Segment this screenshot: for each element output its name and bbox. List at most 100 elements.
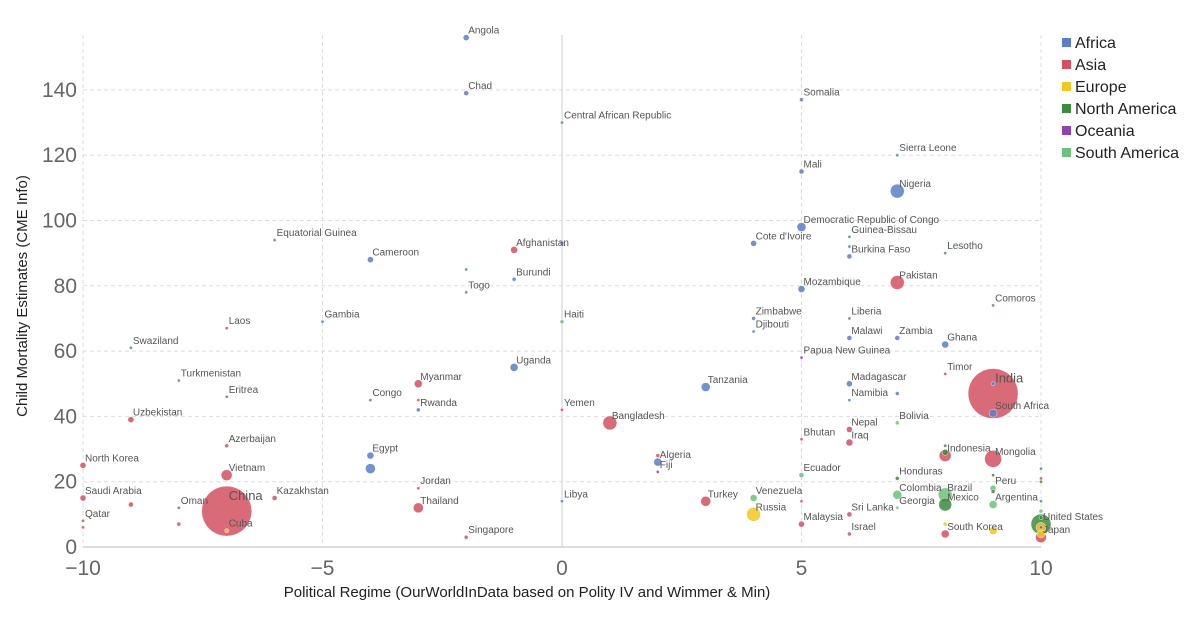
data-point[interactable] [942, 449, 949, 456]
data-point[interactable] [847, 531, 852, 537]
data-point[interactable] [224, 443, 229, 448]
data-point[interactable] [799, 355, 804, 360]
data-point[interactable] [798, 168, 805, 175]
data-point[interactable] [749, 494, 758, 502]
data-point[interactable] [700, 496, 711, 507]
data-point[interactable] [1038, 515, 1044, 520]
data-point[interactable] [943, 372, 948, 376]
data-point[interactable] [559, 319, 565, 324]
data-point[interactable] [746, 507, 761, 522]
data-point[interactable] [464, 290, 469, 295]
data-point[interactable] [201, 485, 252, 537]
data-point[interactable] [1038, 508, 1044, 514]
data-point[interactable] [1039, 479, 1043, 484]
data-point[interactable] [463, 90, 469, 96]
data-point[interactable] [367, 256, 374, 263]
data-point[interactable] [941, 340, 949, 349]
data-point[interactable] [127, 416, 135, 423]
data-point[interactable] [846, 511, 853, 518]
data-point[interactable] [847, 398, 852, 402]
data-point[interactable] [845, 438, 854, 447]
data-point[interactable] [81, 525, 85, 530]
data-point[interactable] [1039, 476, 1043, 481]
legend-item[interactable]: South America [1062, 145, 1179, 162]
data-point[interactable] [416, 407, 421, 413]
data-point[interactable] [416, 398, 421, 402]
data-point[interactable] [176, 506, 181, 510]
data-point[interactable] [943, 443, 948, 448]
data-point[interactable] [938, 497, 952, 512]
data-point[interactable] [798, 472, 805, 478]
data-point[interactable] [846, 380, 853, 387]
data-point[interactable] [895, 476, 900, 481]
data-point[interactable] [365, 463, 376, 474]
data-point[interactable] [176, 521, 182, 527]
data-point[interactable] [560, 120, 564, 125]
data-point[interactable] [798, 520, 805, 528]
data-point[interactable] [464, 267, 469, 272]
data-point[interactable] [271, 495, 278, 501]
data-point[interactable] [559, 241, 565, 246]
legend-item[interactable]: Europe [1062, 79, 1127, 96]
data-point[interactable] [796, 222, 807, 232]
data-point[interactable] [79, 494, 87, 502]
data-point[interactable] [943, 521, 948, 527]
data-point[interactable] [890, 275, 905, 290]
data-point[interactable] [890, 183, 905, 199]
data-point[interactable] [991, 303, 995, 308]
data-point[interactable] [272, 238, 277, 242]
legend-item[interactable]: Oceania [1062, 123, 1135, 140]
data-point[interactable] [797, 285, 806, 293]
legend-item[interactable]: Africa [1062, 35, 1116, 52]
data-point[interactable] [847, 235, 852, 239]
data-point[interactable] [463, 34, 470, 41]
data-point[interactable] [799, 437, 804, 442]
data-point[interactable] [509, 363, 519, 372]
data-point[interactable] [984, 450, 1002, 468]
data-point[interactable] [892, 490, 902, 500]
data-point[interactable] [701, 382, 711, 392]
data-point[interactable] [79, 462, 87, 469]
data-point[interactable] [799, 97, 804, 102]
data-point[interactable] [990, 381, 996, 386]
data-point[interactable] [656, 470, 660, 474]
data-point[interactable] [847, 316, 852, 321]
data-point[interactable] [368, 398, 373, 402]
data-point[interactable] [224, 528, 229, 533]
data-point[interactable] [655, 453, 660, 458]
data-point[interactable] [894, 335, 900, 341]
data-point[interactable] [129, 346, 133, 350]
data-point[interactable] [1039, 499, 1043, 504]
data-point[interactable] [511, 277, 517, 282]
data-point[interactable] [895, 420, 900, 426]
legend[interactable]: Africa Asia Europe North America Oceania Sout… [1062, 35, 1179, 162]
data-point[interactable] [653, 457, 662, 467]
data-point[interactable] [846, 335, 853, 341]
data-point[interactable] [1039, 466, 1043, 471]
data-point[interactable] [1036, 529, 1046, 539]
data-point[interactable] [895, 153, 900, 157]
legend-item[interactable]: Asia [1062, 57, 1106, 74]
data-point[interactable] [990, 489, 996, 494]
data-point[interactable] [895, 506, 900, 510]
data-point[interactable] [799, 499, 804, 504]
data-point[interactable] [414, 379, 423, 388]
data-point[interactable] [1039, 525, 1043, 530]
data-point[interactable] [416, 486, 421, 491]
data-point[interactable] [751, 316, 756, 321]
data-point[interactable] [846, 426, 853, 433]
data-point[interactable] [220, 469, 233, 481]
data-point[interactable] [895, 391, 900, 396]
data-point[interactable] [846, 253, 853, 260]
data-point[interactable] [81, 519, 85, 523]
data-point[interactable] [128, 501, 134, 508]
data-point[interactable] [751, 329, 756, 334]
data-point[interactable] [176, 378, 181, 383]
data-point[interactable] [320, 319, 325, 324]
data-point[interactable] [560, 408, 564, 412]
data-point[interactable] [224, 395, 229, 399]
legend-item[interactable]: North America [1062, 101, 1176, 118]
data-point[interactable] [943, 251, 948, 255]
data-point[interactable] [988, 500, 998, 509]
data-point[interactable] [988, 408, 998, 418]
